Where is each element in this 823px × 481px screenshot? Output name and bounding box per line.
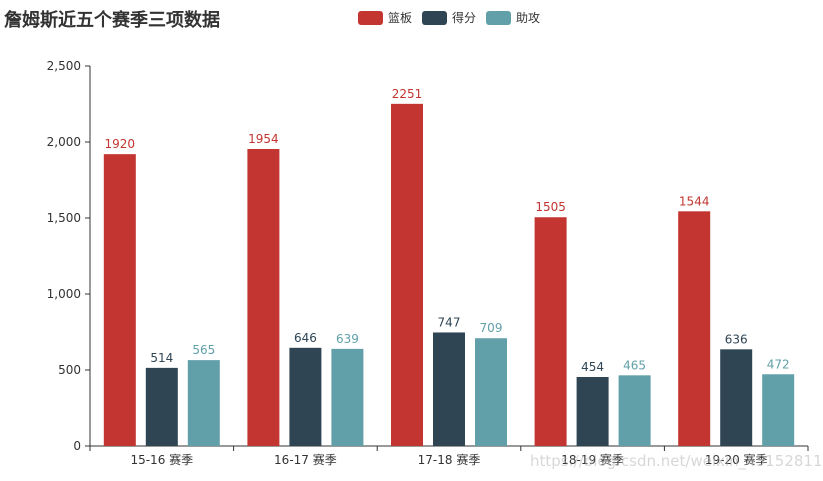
y-tick-label: 0 xyxy=(73,439,81,453)
y-tick-label: 1,000 xyxy=(47,287,81,301)
bar-2-3[interactable] xyxy=(618,375,651,446)
y-tick-label: 1,500 xyxy=(47,211,81,225)
legend-label-series-1: 得分 xyxy=(452,11,477,25)
data-label-0-2: 2251 xyxy=(392,87,423,101)
bar-0-0[interactable] xyxy=(103,154,136,446)
data-label-0-0: 1920 xyxy=(105,137,136,151)
legend[interactable]: 篮板 得分 助攻 xyxy=(358,9,540,26)
bar-1-2[interactable] xyxy=(433,332,465,446)
data-label-2-0: 565 xyxy=(192,343,215,357)
bar-0-3[interactable] xyxy=(534,217,567,446)
data-label-2-2: 709 xyxy=(480,321,503,335)
legend-item-series-1[interactable]: 得分 xyxy=(422,9,476,26)
legend-item-series-0[interactable]: 篮板 xyxy=(358,9,412,26)
data-label-2-4: 472 xyxy=(767,357,790,371)
y-tick-label: 2,500 xyxy=(47,59,81,73)
legend-label-series-2: 助攻 xyxy=(516,11,541,25)
x-tick-label: 18-19 赛季 xyxy=(561,452,624,467)
data-label-2-3: 465 xyxy=(623,358,646,372)
x-tick-label: 17-18 赛季 xyxy=(418,452,481,467)
data-label-1-1: 646 xyxy=(294,331,317,345)
bar-2-2[interactable] xyxy=(475,338,507,446)
x-tick-label: 16-17 赛季 xyxy=(274,452,337,467)
bar-2-4[interactable] xyxy=(762,374,795,446)
bar-0-4[interactable] xyxy=(678,211,711,446)
data-label-0-4: 1544 xyxy=(679,194,710,208)
data-label-1-2: 747 xyxy=(438,315,461,329)
bar-2-1[interactable] xyxy=(331,348,364,446)
legend-swatch-series-1 xyxy=(422,10,448,25)
x-tick-label: 19-20 赛季 xyxy=(705,452,768,467)
legend-item-series-2[interactable]: 助攻 xyxy=(486,9,540,26)
bar-2-0[interactable] xyxy=(187,360,220,446)
y-tick-label: 2,000 xyxy=(47,135,81,149)
chart-title: 詹姆斯近五个赛季三项数据 xyxy=(4,10,220,31)
y-tick-label: 500 xyxy=(58,363,81,377)
data-label-1-3: 454 xyxy=(581,360,604,374)
bar-0-1[interactable] xyxy=(247,148,280,446)
legend-swatch-series-2 xyxy=(486,10,512,25)
data-label-1-4: 636 xyxy=(725,332,748,346)
legend-swatch-series-0 xyxy=(358,10,383,25)
bar-1-3[interactable] xyxy=(576,376,609,446)
legend-label-series-0: 篮板 xyxy=(388,11,413,25)
data-label-0-3: 1505 xyxy=(535,200,566,214)
bar-1-0[interactable] xyxy=(145,367,178,446)
data-label-1-0: 514 xyxy=(150,351,173,365)
data-label-0-1: 1954 xyxy=(248,132,279,146)
watermark-text: https://blog.csdn.net/weixin_45152811 xyxy=(530,452,823,471)
bar-1-4[interactable] xyxy=(720,349,753,446)
bar-1-1[interactable] xyxy=(289,347,322,446)
x-tick-label: 15-16 赛季 xyxy=(130,452,193,467)
bar-0-2[interactable] xyxy=(391,103,423,447)
data-label-2-1: 639 xyxy=(336,332,359,346)
